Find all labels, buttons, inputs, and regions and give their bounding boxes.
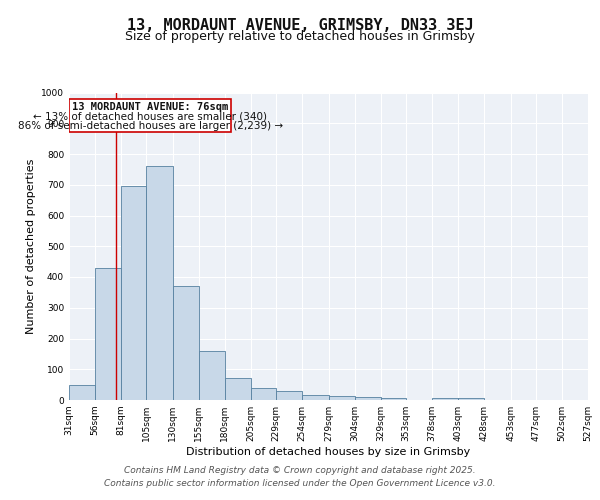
FancyBboxPatch shape (69, 98, 231, 132)
Text: Size of property relative to detached houses in Grimsby: Size of property relative to detached ho… (125, 30, 475, 43)
Bar (329, 396, 355, 400)
Text: 86% of semi-detached houses are larger (2,239) →: 86% of semi-detached houses are larger (… (17, 121, 283, 131)
Bar (225, 378, 251, 400)
Bar (146, 166, 173, 400)
Text: 13 MORDAUNT AVENUE: 76sqm: 13 MORDAUNT AVENUE: 76sqm (72, 102, 228, 113)
Bar (95, 268, 121, 400)
Bar (121, 186, 146, 400)
Bar (381, 398, 406, 400)
Bar (69, 384, 95, 400)
Text: Contains HM Land Registry data © Crown copyright and database right 2025.
Contai: Contains HM Land Registry data © Crown c… (104, 466, 496, 487)
Bar (251, 388, 276, 400)
Bar (173, 286, 199, 400)
Bar (199, 351, 225, 400)
Bar (302, 396, 329, 400)
Bar (355, 397, 381, 400)
Bar (432, 398, 458, 400)
Bar (458, 398, 484, 400)
X-axis label: Distribution of detached houses by size in Grimsby: Distribution of detached houses by size … (187, 447, 470, 457)
Y-axis label: Number of detached properties: Number of detached properties (26, 158, 35, 334)
Text: ← 13% of detached houses are smaller (340): ← 13% of detached houses are smaller (34… (33, 112, 267, 122)
Bar (276, 392, 302, 400)
Text: 13, MORDAUNT AVENUE, GRIMSBY, DN33 3EJ: 13, MORDAUNT AVENUE, GRIMSBY, DN33 3EJ (127, 18, 473, 32)
